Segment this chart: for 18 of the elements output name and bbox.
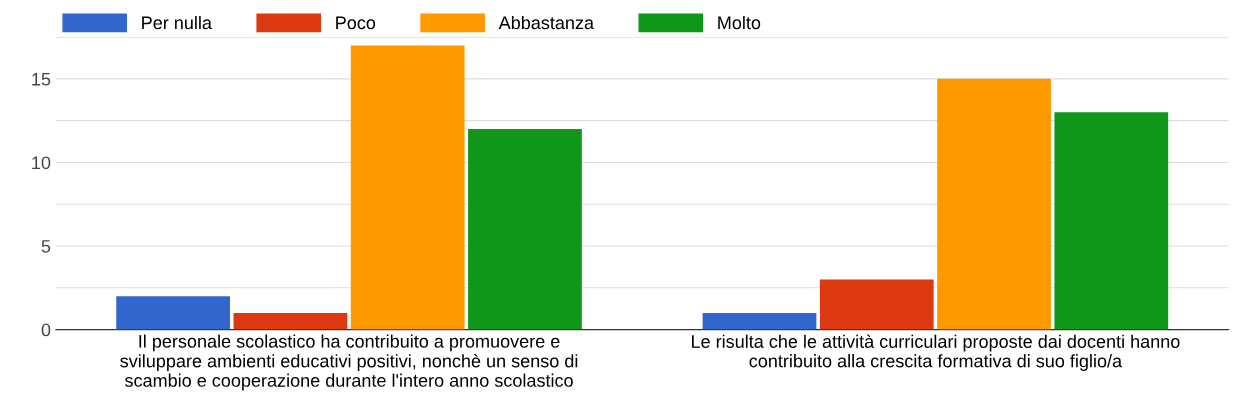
bar	[702, 312, 817, 330]
legend-label: Per nulla	[142, 15, 212, 30]
y-tick-label: 5	[41, 240, 51, 253]
x-tick-label: Le risulta che le attività curriculari proposte dai docenti hanno contribuito alla crescita formativa di suo figlio/a	[692, 334, 1180, 371]
bar	[819, 279, 934, 330]
bar	[350, 45, 465, 330]
legend-label: Poco	[336, 16, 376, 30]
y-tick-label: 15	[32, 72, 51, 86]
legend-label: Molto	[718, 15, 761, 30]
y-tick-label: 10	[32, 156, 51, 170]
bar	[937, 78, 1051, 330]
x-tick-label: Il personale scolastico ha contribuito a promuovere e sviluppare ambienti educativi positivi, nonchè un senso di scambio e cooperazione durante l'intero anno scolastico	[120, 334, 578, 391]
bar	[233, 312, 348, 330]
y-tick-label: 0	[41, 323, 51, 337]
bar	[468, 129, 582, 330]
bar	[116, 296, 230, 330]
legend-label: Abbastanza	[498, 15, 595, 30]
bar	[1054, 112, 1169, 330]
